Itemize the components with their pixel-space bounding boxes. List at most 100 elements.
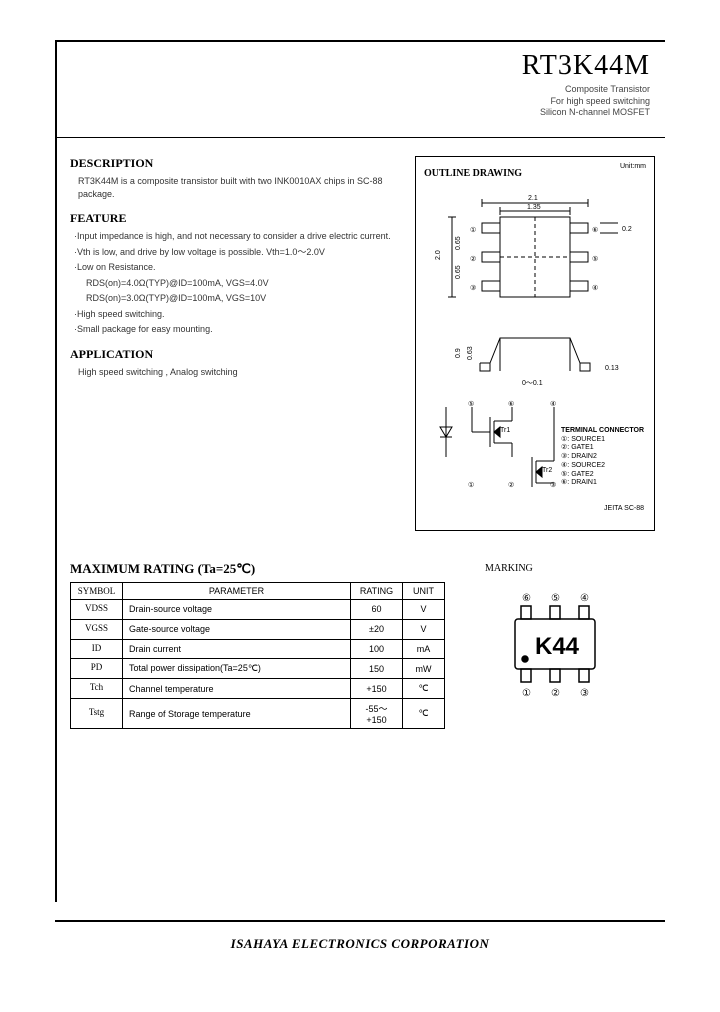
cell-unit: V bbox=[403, 619, 445, 639]
cell-unit: V bbox=[403, 600, 445, 620]
footer-text: ISAHAYA ELECTRONICS CORPORATION bbox=[0, 936, 720, 952]
ratings-table: SYMBOL PARAMETER RATING UNIT VDSSDrain-s… bbox=[70, 582, 445, 729]
table-row: VDSSDrain-source voltage60V bbox=[71, 600, 445, 620]
svg-text:①: ① bbox=[470, 226, 476, 234]
description-text: RT3K44M is a composite transistor built … bbox=[70, 175, 400, 201]
svg-text:①: ① bbox=[468, 481, 474, 489]
svg-text:Tr2: Tr2 bbox=[542, 467, 552, 474]
ratings-area: MAXIMUM RATING (Ta=25℃) SYMBOL PARAMETER… bbox=[70, 561, 445, 729]
svg-text:①: ① bbox=[522, 688, 531, 699]
package-top-view: ① ② ③ ⑥ ⑤ ④ 2.1 1.35 2.0 0.65 0.65 bbox=[430, 187, 640, 317]
svg-text:K44: K44 bbox=[535, 633, 580, 660]
terminal-list: TERMINAL CONNECTOR ①: SOURCE1 ②: GATE1 ③… bbox=[561, 427, 644, 488]
application-heading: APPLICATION bbox=[70, 347, 400, 362]
terminal-item: ⑥: DRAIN1 bbox=[561, 479, 644, 488]
schematic-symbol: Tr1 ⑥ ⑤ Tr2 bbox=[432, 399, 572, 489]
feature-sub: RDS(on)=3.0Ω(TYP)@ID=100mA, VGS=10V bbox=[74, 292, 400, 306]
cell-parameter: Channel temperature bbox=[123, 679, 351, 699]
svg-text:0.9: 0.9 bbox=[455, 348, 462, 358]
jeita-code: JEITA SC-88 bbox=[604, 505, 644, 512]
svg-text:⑤: ⑤ bbox=[468, 400, 474, 408]
marking-heading: MARKING bbox=[485, 563, 655, 574]
footer-rule bbox=[55, 920, 665, 922]
top-border bbox=[55, 40, 665, 42]
cell-rating: +150 bbox=[351, 679, 403, 699]
subtitle-line: Composite Transistor bbox=[55, 84, 650, 96]
svg-text:②: ② bbox=[551, 688, 560, 699]
svg-text:⑤: ⑤ bbox=[551, 593, 560, 604]
cell-parameter: Drain current bbox=[123, 639, 351, 659]
cell-symbol: VGSS bbox=[71, 619, 123, 639]
table-row: PDTotal power dissipation(Ta=25℃)150mW bbox=[71, 659, 445, 679]
terminal-item: ①: SOURCE1 bbox=[561, 436, 644, 445]
col-symbol: SYMBOL bbox=[71, 583, 123, 600]
cell-symbol: Tch bbox=[71, 679, 123, 699]
subtitle-line: Silicon N-channel MOSFET bbox=[55, 107, 650, 119]
svg-text:2.1: 2.1 bbox=[528, 195, 538, 202]
cell-symbol: ID bbox=[71, 639, 123, 659]
svg-text:0～0.1: 0～0.1 bbox=[522, 380, 543, 387]
svg-text:1.35: 1.35 bbox=[527, 204, 541, 211]
svg-text:②: ② bbox=[508, 481, 514, 489]
svg-text:③: ③ bbox=[470, 284, 476, 292]
cell-parameter: Total power dissipation(Ta=25℃) bbox=[123, 659, 351, 679]
cell-unit: ℃ bbox=[403, 679, 445, 699]
cell-unit: ℃ bbox=[403, 699, 445, 729]
svg-text:⑥: ⑥ bbox=[592, 226, 598, 234]
package-side-view: 0.9 0.63 0.13 0～0.1 bbox=[430, 323, 640, 393]
left-column: DESCRIPTION RT3K44M is a composite trans… bbox=[70, 156, 400, 531]
cell-parameter: Range of Storage temperature bbox=[123, 699, 351, 729]
cell-symbol: Tstg bbox=[71, 699, 123, 729]
svg-text:0.63: 0.63 bbox=[467, 346, 474, 360]
table-row: VGSSGate-source voltage±20V bbox=[71, 619, 445, 639]
ratings-heading: MAXIMUM RATING (Ta=25℃) bbox=[70, 561, 445, 577]
terminal-item: ③: DRAIN2 bbox=[561, 453, 644, 462]
col-parameter: PARAMETER bbox=[123, 583, 351, 600]
application-text: High speed switching , Analog switching bbox=[70, 366, 400, 379]
cell-unit: mA bbox=[403, 639, 445, 659]
terminal-item: ②: GATE1 bbox=[561, 444, 644, 453]
cell-unit: mW bbox=[403, 659, 445, 679]
svg-text:0.13: 0.13 bbox=[605, 365, 619, 372]
cell-rating: 60 bbox=[351, 600, 403, 620]
drawing-unit: Unit:mm bbox=[620, 163, 646, 170]
feature-item: ·Small package for easy mounting. bbox=[74, 323, 400, 337]
cell-parameter: Drain-source voltage bbox=[123, 600, 351, 620]
svg-text:④: ④ bbox=[592, 284, 598, 292]
header: RT3K44M Composite Transistor For high sp… bbox=[55, 40, 665, 137]
svg-text:③: ③ bbox=[580, 688, 589, 699]
svg-text:⑥: ⑥ bbox=[508, 400, 514, 408]
main-content: DESCRIPTION RT3K44M is a composite trans… bbox=[55, 138, 665, 531]
svg-text:⑤: ⑤ bbox=[592, 255, 598, 263]
cell-rating: -55～+150 bbox=[351, 699, 403, 729]
drawing-title: OUTLINE DRAWING bbox=[424, 168, 522, 179]
cell-rating: 150 bbox=[351, 659, 403, 679]
feature-item: ·Vth is low, and drive by low voltage is… bbox=[74, 246, 400, 260]
svg-text:Tr1: Tr1 bbox=[500, 427, 510, 434]
terminal-item: ④: SOURCE2 bbox=[561, 462, 644, 471]
svg-text:⑥: ⑥ bbox=[522, 593, 531, 604]
cell-rating: 100 bbox=[351, 639, 403, 659]
svg-text:0.2: 0.2 bbox=[622, 226, 632, 233]
terminal-heading: TERMINAL CONNECTOR bbox=[561, 427, 644, 436]
marking-diagram: K44 ⑥ ⑤ ④ ① ② ③ bbox=[485, 584, 625, 704]
right-column: OUTLINE DRAWING Unit:mm ① ② ③ ⑥ ⑤ ④ bbox=[415, 156, 655, 531]
feature-item: ·Low on Resistance. bbox=[74, 261, 400, 275]
table-row: TstgRange of Storage temperature-55～+150… bbox=[71, 699, 445, 729]
cell-symbol: PD bbox=[71, 659, 123, 679]
table-header-row: SYMBOL PARAMETER RATING UNIT bbox=[71, 583, 445, 600]
table-row: TchChannel temperature+150℃ bbox=[71, 679, 445, 699]
table-row: IDDrain current100mA bbox=[71, 639, 445, 659]
terminal-item: ⑤: GATE2 bbox=[561, 471, 644, 480]
outline-drawing-box: OUTLINE DRAWING Unit:mm ① ② ③ ⑥ ⑤ ④ bbox=[415, 156, 655, 531]
subtitle-line: For high speed switching bbox=[55, 96, 650, 108]
cell-symbol: VDSS bbox=[71, 600, 123, 620]
feature-item: ·High speed switching. bbox=[74, 308, 400, 322]
col-unit: UNIT bbox=[403, 583, 445, 600]
cell-parameter: Gate-source voltage bbox=[123, 619, 351, 639]
svg-text:③: ③ bbox=[550, 481, 556, 489]
feature-item: ·Input impedance is high, and not necess… bbox=[74, 230, 400, 244]
svg-text:④: ④ bbox=[580, 593, 589, 604]
svg-text:②: ② bbox=[470, 255, 476, 263]
svg-text:0.65: 0.65 bbox=[455, 265, 462, 279]
